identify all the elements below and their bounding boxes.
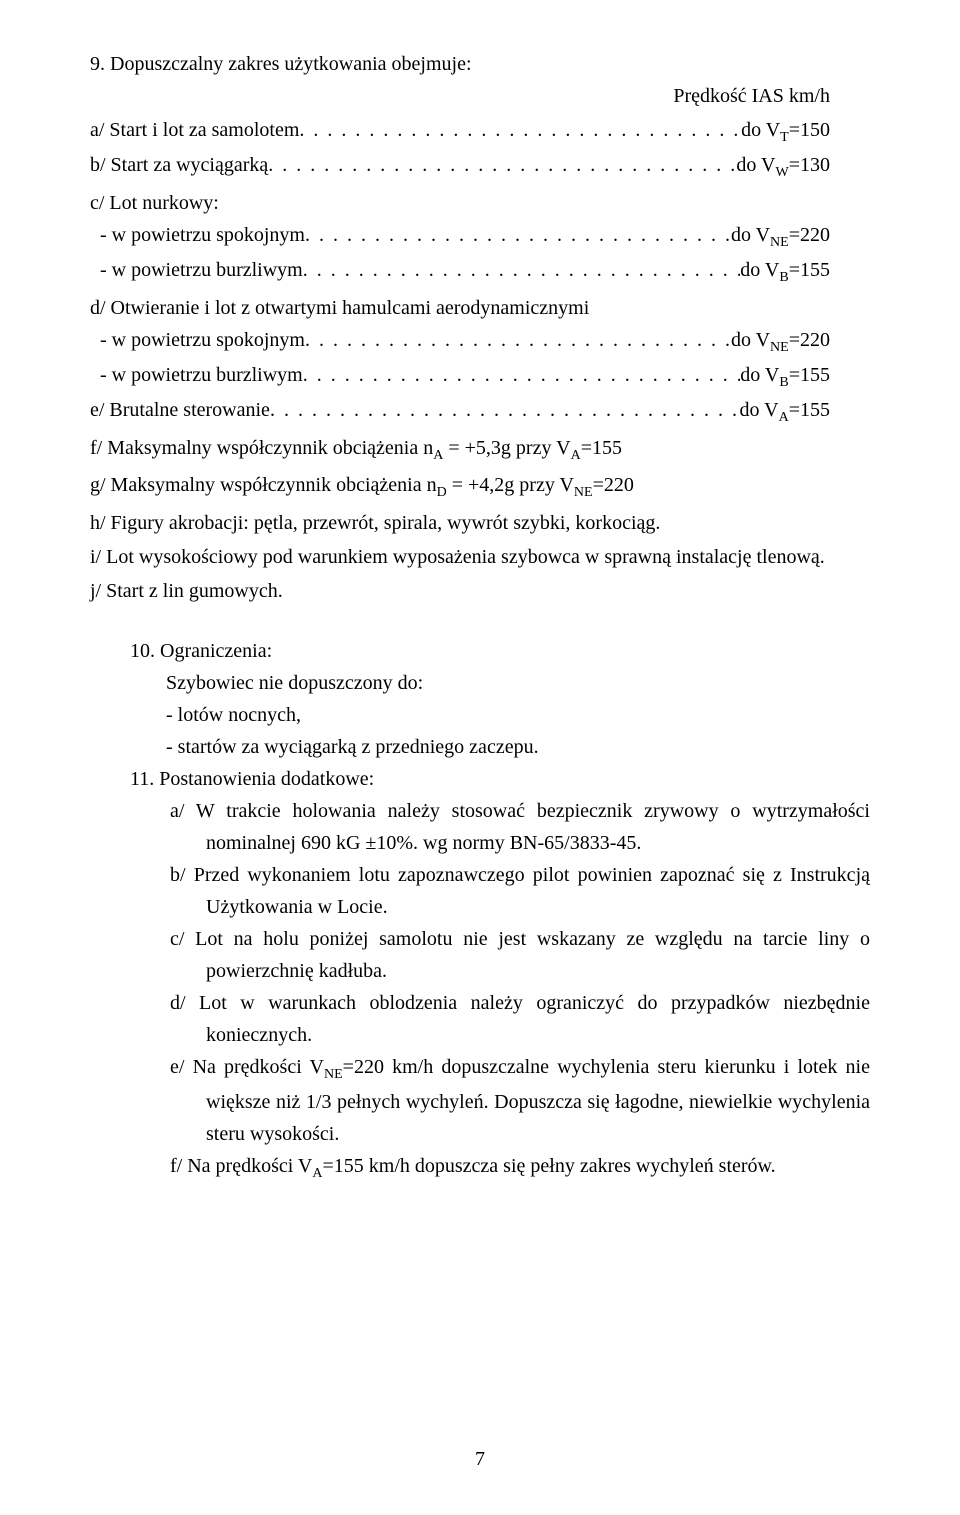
item-9d-turb: - w powietrzu burzliwym . . . . . . . . …: [90, 359, 870, 394]
section-10: 10. Ograniczenia: Szybowiec nie dopuszcz…: [130, 635, 870, 763]
item-9d-turb-value: do VB=155: [740, 359, 830, 394]
item-9c-calm-label: - w powietrzu spokojnym: [90, 219, 305, 251]
item-9d-calm: - w powietrzu spokojnym . . . . . . . . …: [90, 324, 870, 359]
item-9d-turb-label: - w powietrzu burzliwym: [90, 359, 303, 391]
leader-dots: . . . . . . . . . . . . . . . . . . . . …: [303, 254, 741, 286]
item-9e-value: do VA=155: [740, 394, 831, 429]
item-9g: g/ Maksymalny współczynnik obciążenia nD…: [90, 469, 870, 504]
item-9i: i/ Lot wysokościowy pod warunkiem wyposa…: [90, 541, 870, 573]
item-9j: j/ Start z lin gumowych.: [90, 575, 870, 607]
item-11e: e/ Na prędkości VNE=220 km/h dopuszczaln…: [170, 1051, 870, 1150]
section-10-line1: Szybowiec nie dopuszczony do:: [166, 667, 870, 699]
section-9-heading: 9. Dopuszczalny zakres użytkowania obejm…: [90, 48, 870, 80]
item-9h: h/ Figury akrobacji: pętla, przewrót, sp…: [90, 507, 870, 539]
section-11: 11. Postanowienia dodatkowe: a/ W trakci…: [130, 763, 870, 1186]
item-11a: a/ W trakcie holowania należy stosować b…: [170, 795, 870, 859]
item-11b: b/ Przed wykonaniem lotu zapoznawczego p…: [170, 859, 870, 923]
item-9c-calm-value: do VNE=220: [731, 219, 830, 254]
item-9d-calm-label: - w powietrzu spokojnym: [90, 324, 305, 356]
leader-dots: . . . . . . . . . . . . . . . . . . . . …: [299, 114, 741, 146]
item-9c-calm: - w powietrzu spokojnym . . . . . . . . …: [90, 219, 870, 254]
item-11d: d/ Lot w warunkach oblodzenia należy ogr…: [170, 987, 870, 1051]
item-9c-turb-value: do VB=155: [740, 254, 830, 289]
item-9a-label: a/ Start i lot za samolotem: [90, 114, 299, 146]
section-11-heading: 11. Postanowienia dodatkowe:: [130, 763, 870, 795]
leader-dots: . . . . . . . . . . . . . . . . . . . . …: [305, 324, 731, 356]
item-9c-turb-label: - w powietrzu burzliwym: [90, 254, 303, 286]
item-9b-label: b/ Start za wyciągarką: [90, 149, 268, 181]
speed-column-header: Prędkość IAS km/h: [90, 80, 830, 112]
leader-dots: . . . . . . . . . . . . . . . . . . . . …: [303, 359, 741, 391]
item-11c: c/ Lot na holu poniżej samolotu nie jest…: [170, 923, 870, 987]
item-9a: a/ Start i lot za samolotem . . . . . . …: [90, 114, 870, 149]
section-10-bullet1: - lotów nocnych,: [166, 699, 870, 731]
item-9a-value: do VT=150: [741, 114, 830, 149]
item-9b-value: do VW=130: [736, 149, 830, 184]
item-9c-label: c/ Lot nurkowy:: [90, 187, 870, 219]
item-9d-label: d/ Otwieranie i lot z otwartymi hamulcam…: [90, 292, 870, 324]
section-10-heading: 10. Ograniczenia:: [130, 635, 870, 667]
leader-dots: . . . . . . . . . . . . . . . . . . . . …: [305, 219, 731, 251]
item-9e-label: e/ Brutalne sterowanie: [90, 394, 270, 426]
item-9d-calm-value: do VNE=220: [731, 324, 830, 359]
section-10-bullet2: - startów za wyciągarką z przedniego zac…: [166, 731, 870, 763]
item-11f: f/ Na prędkości VA=155 km/h dopuszcza si…: [170, 1150, 870, 1185]
leader-dots: . . . . . . . . . . . . . . . . . . . . …: [268, 149, 736, 181]
item-9b: b/ Start za wyciągarką . . . . . . . . .…: [90, 149, 870, 184]
item-9e: e/ Brutalne sterowanie . . . . . . . . .…: [90, 394, 870, 429]
item-9f: f/ Maksymalny współczynnik obciążenia nA…: [90, 432, 870, 467]
document-page: 9. Dopuszczalny zakres użytkowania obejm…: [0, 0, 960, 1515]
page-number: 7: [0, 1443, 960, 1475]
item-9c-turb: - w powietrzu burzliwym . . . . . . . . …: [90, 254, 870, 289]
leader-dots: . . . . . . . . . . . . . . . . . . . . …: [270, 394, 740, 426]
